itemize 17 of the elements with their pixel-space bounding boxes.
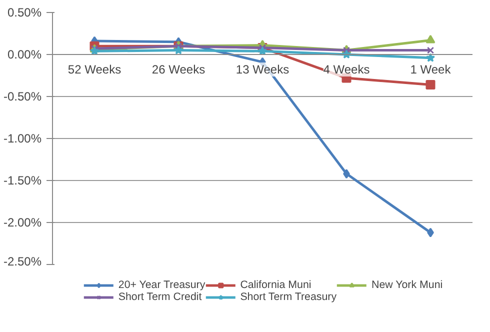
x-tick-label: 26 Weeks xyxy=(152,62,206,76)
x-tick-label: 1 Week xyxy=(410,62,452,76)
y-tick-label: -0.50% xyxy=(3,90,42,104)
y-tick-label: 0.00% xyxy=(7,48,42,62)
x-tick-label: 4 Weeks xyxy=(323,62,370,76)
y-tick-label: -2.50% xyxy=(3,254,42,268)
legend-label: California Muni xyxy=(240,279,312,291)
legend-label: 20+ Year Treasury xyxy=(118,279,206,291)
x-tick-label: 52 Weeks xyxy=(68,62,122,76)
legend-label: Short Term Credit xyxy=(118,291,202,303)
legend-label: Short Term Treasury xyxy=(240,291,337,303)
y-tick-label: -1.00% xyxy=(3,132,42,146)
y-tick-label: -1.50% xyxy=(3,174,42,188)
y-tick-label: -2.00% xyxy=(3,216,42,230)
legend-label: New York Muni xyxy=(372,279,443,291)
x-tick-label: 13 Weeks xyxy=(236,62,290,76)
y-tick-label: 0.50% xyxy=(7,6,42,20)
